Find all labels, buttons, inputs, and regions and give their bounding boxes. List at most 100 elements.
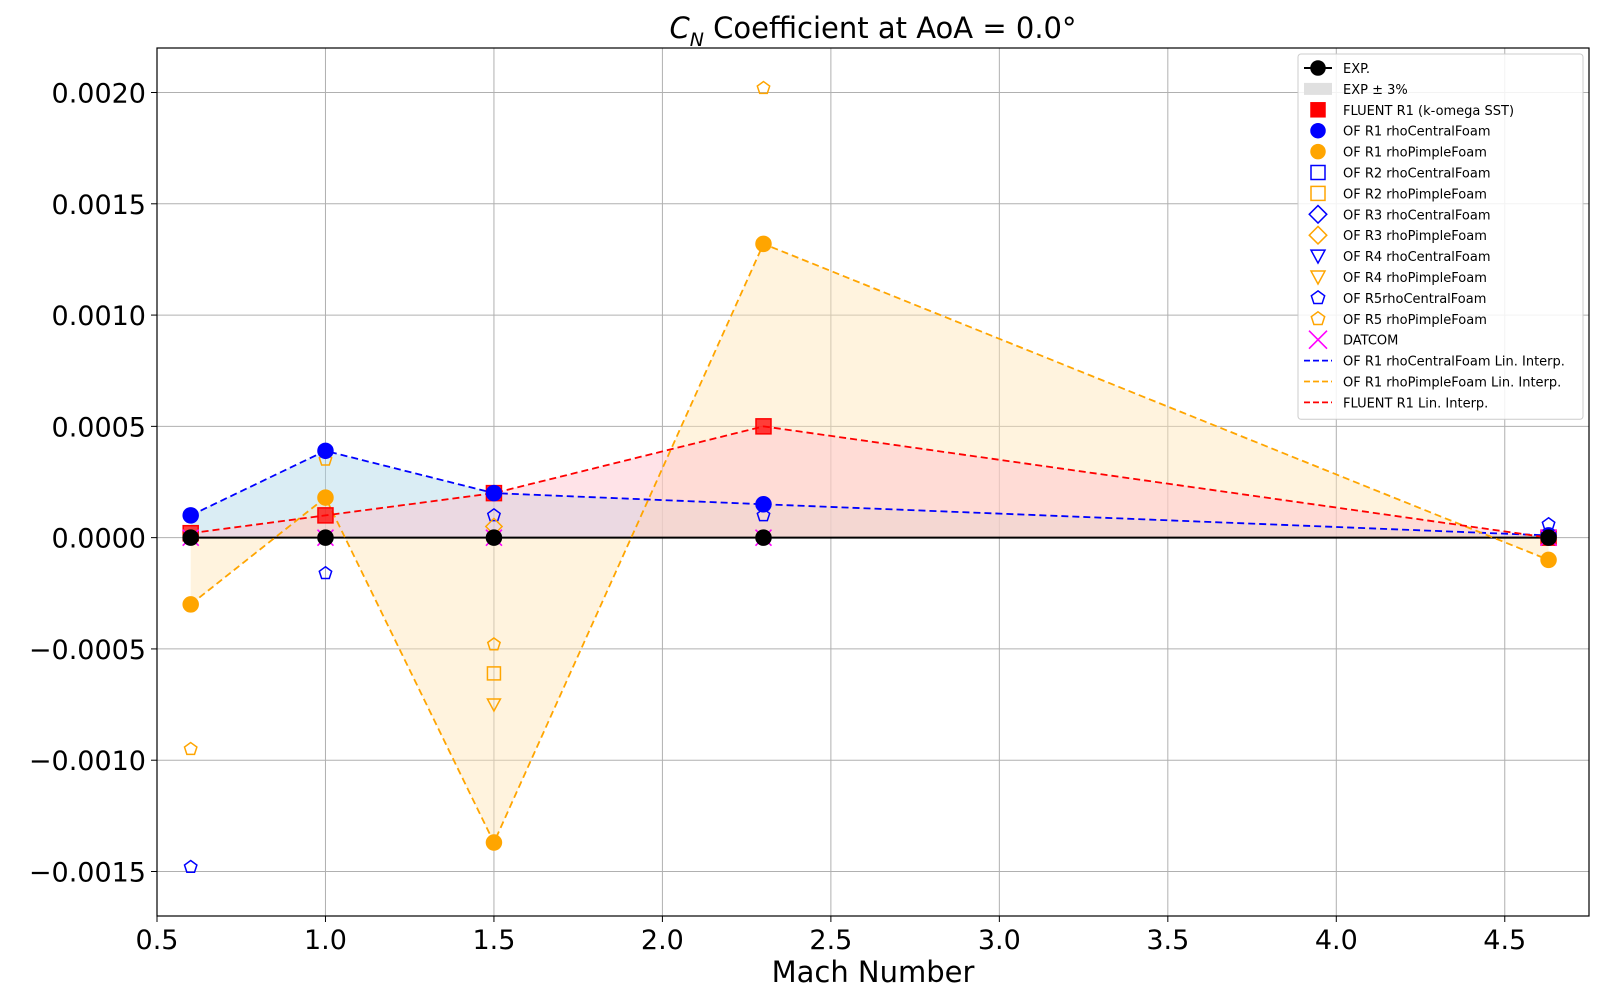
exp-point — [755, 529, 772, 546]
of-r5rhocentralfoam-point — [318, 565, 333, 580]
legend-item: DATCOM — [1308, 330, 1398, 350]
legend-item: OF R1 rhoPimpleFoam Lin. Interp. — [1304, 376, 1561, 391]
x-axis-label: Mach Number — [772, 955, 975, 989]
legend-label: FLUENT R1 (k-omega SST) — [1343, 104, 1514, 119]
x-tick-label: 0.5 — [136, 925, 179, 956]
legend-label: OF R5rhoCentralFoam — [1343, 292, 1486, 307]
of-r5rhocentralfoam-point — [756, 507, 771, 522]
legend-item: OF R2 rhoPimpleFoam — [1310, 185, 1487, 202]
legend-label: OF R1 rhoCentralFoam — [1343, 125, 1491, 140]
plot-frame — [156, 47, 1590, 917]
legend-label: FLUENT R1 Lin. Interp. — [1343, 396, 1488, 411]
y-tick-label: 0.0015 — [52, 190, 146, 221]
exp-point — [1540, 529, 1557, 546]
y-tick-label: 0.0000 — [52, 524, 146, 555]
of-r2-rhopimplefoam-point — [486, 666, 502, 681]
legend-label: EXP ± 3% — [1343, 83, 1408, 98]
fluent-r1-k-omega-sst-point — [317, 507, 334, 524]
legend-marker-swatch — [1310, 60, 1326, 76]
y-tick-label: −0.0010 — [29, 746, 146, 777]
tick-layer: 0.5 1.0 1.5 2.0 2.5 3.0 3.5 4.0 4.5 −0.0015 −0.001… — [29, 79, 1526, 956]
marker-layer — [182, 80, 1558, 874]
x-tick-label: 3.0 — [978, 925, 1021, 956]
of-r1-rhocentralfoam-point — [485, 484, 503, 502]
x-tick-label: 3.5 — [1146, 925, 1189, 956]
legend-marker-swatch — [1308, 330, 1328, 350]
legend-item: OF R5rhoCentralFoam — [1310, 289, 1486, 307]
of-r1-rhopimplefoam-point — [1540, 551, 1557, 569]
of-r5rhocentralfoam-point — [486, 507, 502, 522]
legend-item: OF R5 rhoPimpleFoam — [1310, 310, 1487, 328]
legend-label: OF R1 rhoPimpleFoam Lin. Interp. — [1343, 376, 1561, 391]
legend-item: OF R4 rhoCentralFoam — [1309, 249, 1491, 265]
legend-item: OF R2 rhoCentralFoam — [1310, 164, 1491, 182]
legend-label: OF R1 rhoCentralFoam Lin. Interp. — [1343, 355, 1565, 370]
legend-marker-swatch — [1309, 270, 1327, 286]
of-r1-rhopimplefoam-point — [317, 489, 334, 506]
fluent-r1-lin-interp-line — [190, 425, 1549, 539]
legend-marker-swatch — [1308, 204, 1328, 225]
legend-item: OF R3 rhoPimpleFoam — [1308, 225, 1487, 246]
of-r1-rhopimplefoam-lin-interp-area — [190, 243, 1549, 843]
of-r1-rhocentralfoam-point — [182, 507, 199, 524]
legend-band-swatch — [1304, 82, 1332, 95]
y-tick-label: 0.0010 — [52, 301, 146, 332]
y-tick-label: −0.0005 — [29, 635, 146, 666]
of-r5rhocentralfoam-point — [183, 859, 198, 874]
legend-item: FLUENT R1 Lin. Interp. — [1304, 396, 1488, 411]
legend-marker-swatch — [1310, 122, 1326, 139]
legend-label: DATCOM — [1343, 334, 1398, 349]
y-tick-label: 0.0020 — [52, 79, 146, 110]
of-r1-rhopimplefoam-point — [182, 596, 199, 613]
exp-point — [182, 529, 199, 546]
y-tick-label: −0.0015 — [29, 857, 146, 888]
chart-title: CN Coefficient at AoA = 0.0° — [670, 11, 1077, 51]
legend-box — [1297, 53, 1584, 420]
legend-label: OF R5 rhoPimpleFoam — [1343, 313, 1487, 328]
fluent-r1-k-omega-sst-point — [755, 418, 772, 435]
x-tick-label: 1.0 — [304, 925, 347, 956]
legend-label: OF R2 rhoCentralFoam — [1343, 167, 1491, 182]
legend-marker-swatch — [1308, 225, 1328, 246]
legend-label: OF R1 rhoPimpleFoam — [1343, 146, 1487, 161]
x-tick-label: 2.5 — [809, 925, 852, 956]
x-tick-label: 1.5 — [472, 925, 515, 956]
legend-marker-swatch — [1310, 102, 1326, 118]
legend-item: EXP. — [1304, 60, 1370, 77]
legend-label: OF R3 rhoCentralFoam — [1343, 208, 1491, 223]
legend: EXP. EXP ± 3% FLUENT R1 (k-omega SST) OF R1… — [1297, 53, 1584, 420]
fluent-r1-lin-interp-area — [190, 426, 1549, 538]
legend-marker-swatch — [1310, 143, 1326, 160]
y-tick-label: 0.0005 — [52, 412, 146, 443]
legend-label: OF R2 rhoPimpleFoam — [1343, 187, 1487, 202]
legend-label: EXP. — [1343, 62, 1370, 77]
of-r5-rhopimplefoam-point — [486, 637, 502, 651]
x-tick-label: 4.5 — [1483, 925, 1526, 956]
of-r4-rhopimplefoam-point — [486, 698, 502, 713]
of-r1-rhopimplefoam-point — [485, 834, 503, 851]
legend-label: OF R4 rhoPimpleFoam — [1343, 271, 1487, 286]
legend-marker-swatch — [1310, 310, 1326, 326]
legend-label: OF R4 rhoCentralFoam — [1343, 250, 1491, 265]
of-r1-rhocentralfoam-point — [317, 442, 334, 460]
x-tick-label: 2.0 — [641, 925, 684, 956]
exp-point — [317, 529, 334, 546]
legend-marker-swatch — [1310, 185, 1326, 202]
legend-item: FLUENT R1 (k-omega SST) — [1310, 102, 1514, 119]
legend-item: OF R1 rhoCentralFoam — [1310, 122, 1491, 140]
area-layer — [190, 243, 1549, 843]
of-r1-rhopimplefoam-point — [755, 235, 772, 253]
legend-marker-swatch — [1309, 249, 1327, 265]
x-tick-label: 4.0 — [1315, 925, 1358, 956]
of-r5-rhopimplefoam-point — [183, 741, 198, 756]
of-r1-rhocentralfoam-lin-interp-area — [190, 450, 1549, 538]
legend-item: EXP ± 3% — [1304, 82, 1408, 98]
legend-marker-swatch — [1310, 289, 1326, 305]
of-r1-rhocentralfoam-point — [755, 496, 772, 513]
legend-item: OF R4 rhoPimpleFoam — [1309, 270, 1487, 286]
of-r5-rhopimplefoam-point — [756, 80, 771, 95]
legend-item: OF R1 rhoPimpleFoam — [1310, 143, 1487, 161]
legend-label: OF R3 rhoPimpleFoam — [1343, 229, 1487, 244]
